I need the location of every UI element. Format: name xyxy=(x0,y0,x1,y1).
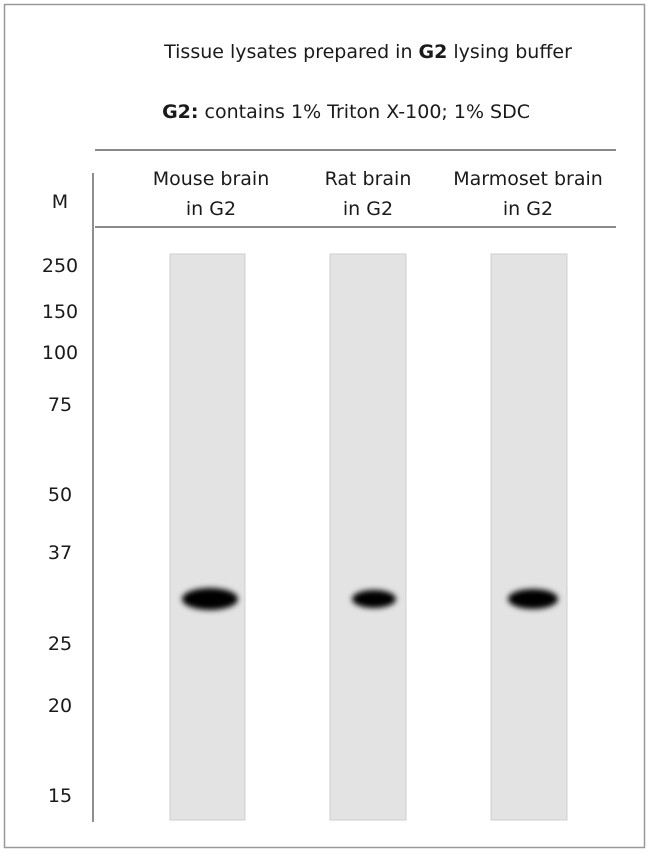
lane-label: in G2 xyxy=(343,198,393,220)
lane xyxy=(490,253,568,821)
lane-label: Mouse brain xyxy=(153,168,270,190)
lane-label: in G2 xyxy=(503,198,553,220)
lane xyxy=(329,253,407,821)
lane xyxy=(169,253,246,821)
band xyxy=(182,588,238,610)
lanes xyxy=(169,253,568,821)
title-part: lysing buffer xyxy=(447,41,572,63)
marker-size: 25 xyxy=(48,633,72,655)
title-part: Tissue lysates prepared in xyxy=(163,41,418,63)
marker-size: 37 xyxy=(48,542,72,564)
subtitle-part: contains 1% Triton X-100; 1% SDC xyxy=(198,101,530,123)
lane-label: Marmoset brain xyxy=(453,168,603,190)
lane-label: in G2 xyxy=(186,198,236,220)
subtitle-part: G2: xyxy=(162,101,198,123)
marker-size: 20 xyxy=(48,695,72,717)
marker-header: M xyxy=(52,191,68,213)
band xyxy=(352,590,396,608)
subtitle: G2: contains 1% Triton X-100; 1% SDC xyxy=(132,101,548,123)
title: Tissue lysates prepared in G2 lysing buf… xyxy=(134,41,590,63)
marker-size: 250 xyxy=(42,255,78,277)
marker-size: 50 xyxy=(48,484,72,506)
marker-size: 75 xyxy=(48,394,72,416)
marker-size: 100 xyxy=(42,342,78,364)
lane-label: Rat brain xyxy=(325,168,412,190)
band xyxy=(508,589,558,609)
marker-size: 150 xyxy=(42,301,78,323)
marker-size: 15 xyxy=(48,785,72,807)
title-part: G2 xyxy=(419,41,448,63)
